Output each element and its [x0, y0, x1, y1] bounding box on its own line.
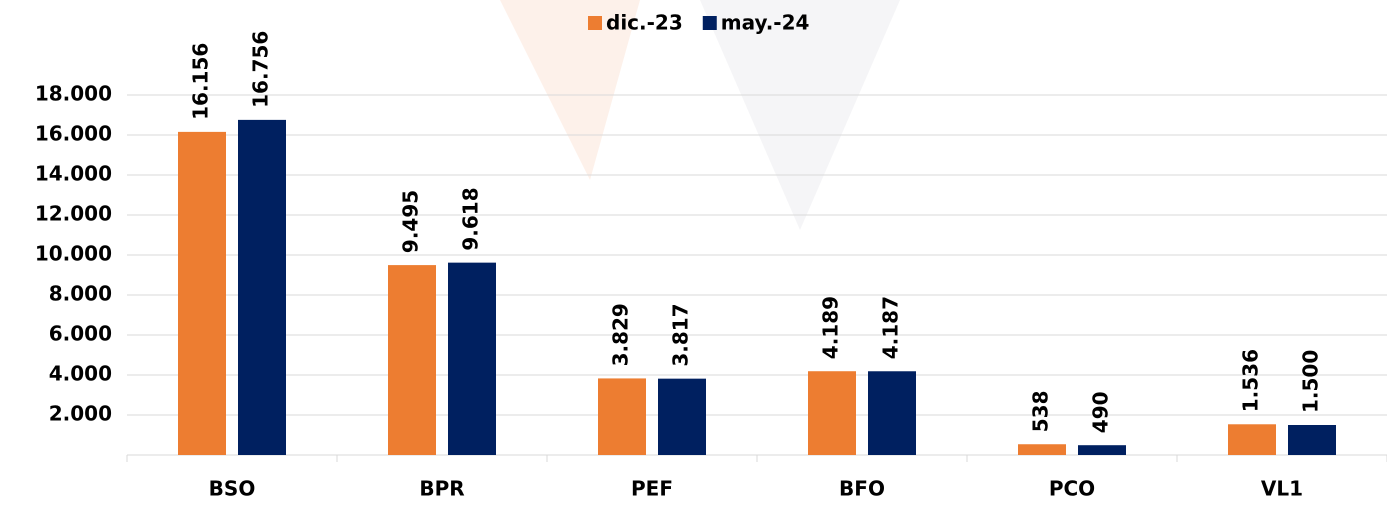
y-tick-label: 14.000 [35, 162, 112, 186]
y-tick-label: 2.000 [49, 402, 112, 426]
y-tick-label: 18.000 [35, 82, 112, 106]
bar [238, 119, 286, 455]
bar [178, 131, 226, 455]
x-tick-label: PCO [1049, 477, 1095, 501]
legend-swatch [702, 16, 717, 30]
bar [658, 378, 706, 455]
bar [448, 262, 496, 455]
legend-swatch [588, 16, 602, 30]
data-label: 16.756 [249, 31, 273, 108]
data-label: 1.536 [1239, 349, 1263, 412]
data-label: 3.829 [609, 303, 633, 366]
data-label: 3.817 [669, 303, 693, 366]
bar [598, 378, 646, 455]
y-tick-label: 16.000 [35, 122, 112, 146]
data-label: 1.500 [1299, 350, 1323, 413]
bar [808, 371, 856, 455]
x-tick-label: BPR [419, 477, 464, 501]
data-label: 16.156 [189, 43, 213, 120]
watermark [700, 0, 900, 230]
bar [868, 371, 916, 455]
legend-label: may.-24 [721, 11, 810, 35]
bar [1018, 444, 1066, 455]
data-label: 4.189 [819, 296, 843, 359]
data-label: 538 [1029, 390, 1053, 432]
bar [388, 265, 436, 455]
watermark [500, 0, 640, 180]
data-label: 9.495 [399, 190, 423, 253]
data-label: 490 [1089, 391, 1113, 433]
legend-label: dic.-23 [606, 11, 683, 35]
y-tick-label: 6.000 [49, 322, 112, 346]
y-tick-label: 4.000 [49, 362, 112, 386]
bar [1078, 445, 1126, 455]
y-tick-label: 8.000 [49, 282, 112, 306]
y-tick-label: 10.000 [35, 242, 112, 266]
x-tick-label: VL1 [1261, 477, 1303, 501]
data-label: 4.187 [879, 296, 903, 359]
x-tick-label: BFO [839, 477, 885, 501]
x-tick-label: PEF [631, 477, 673, 501]
x-tick-label: BSO [209, 477, 256, 501]
bar [1288, 425, 1336, 455]
data-label: 9.618 [459, 187, 483, 250]
y-tick-label: 12.000 [35, 202, 112, 226]
bar [1228, 424, 1276, 455]
